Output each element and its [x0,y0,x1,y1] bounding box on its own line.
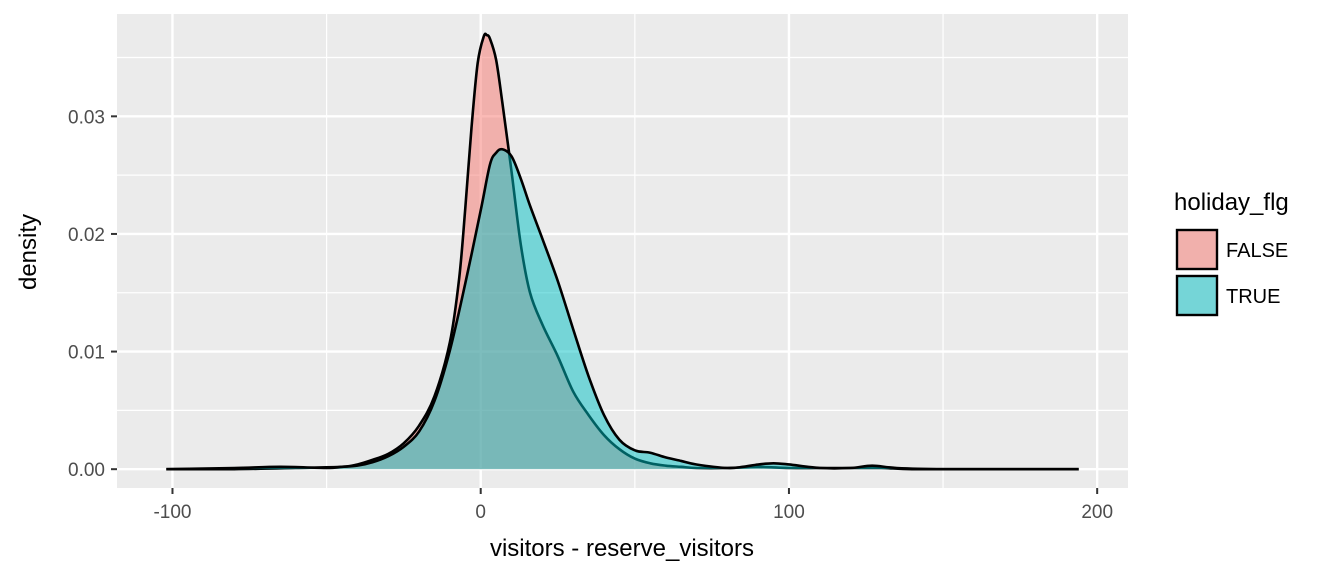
x-tick-label: -100 [153,502,191,523]
y-tick-label: 0.01 [68,343,105,364]
legend-label-true: TRUE [1226,286,1280,308]
density-line-true [166,147,1079,471]
y-tick-label: 0.03 [68,107,105,128]
density-series [166,32,1079,471]
x-tick-label: 100 [773,502,805,523]
x-axis-title: visitors - reserve_visitors [490,535,754,562]
legend-key-true [1175,274,1219,317]
y-tick-label: 0.00 [68,460,105,481]
y-axis-title: density [15,214,42,290]
x-tick-label: 200 [1081,502,1113,523]
legend-key-false [1175,228,1219,271]
legend: holiday_flg FALSE TRUE [1174,189,1289,317]
y-axis: 0.00 0.01 0.02 0.03 [68,107,117,481]
plot-panel [117,14,1128,488]
minor-gridlines [117,14,1128,488]
legend-label-false: FALSE [1226,240,1288,262]
legend-title: holiday_flg [1174,189,1289,216]
x-axis: -100 0 100 200 [153,488,1113,523]
y-tick-label: 0.02 [68,225,105,246]
x-tick-label: 0 [475,502,486,523]
